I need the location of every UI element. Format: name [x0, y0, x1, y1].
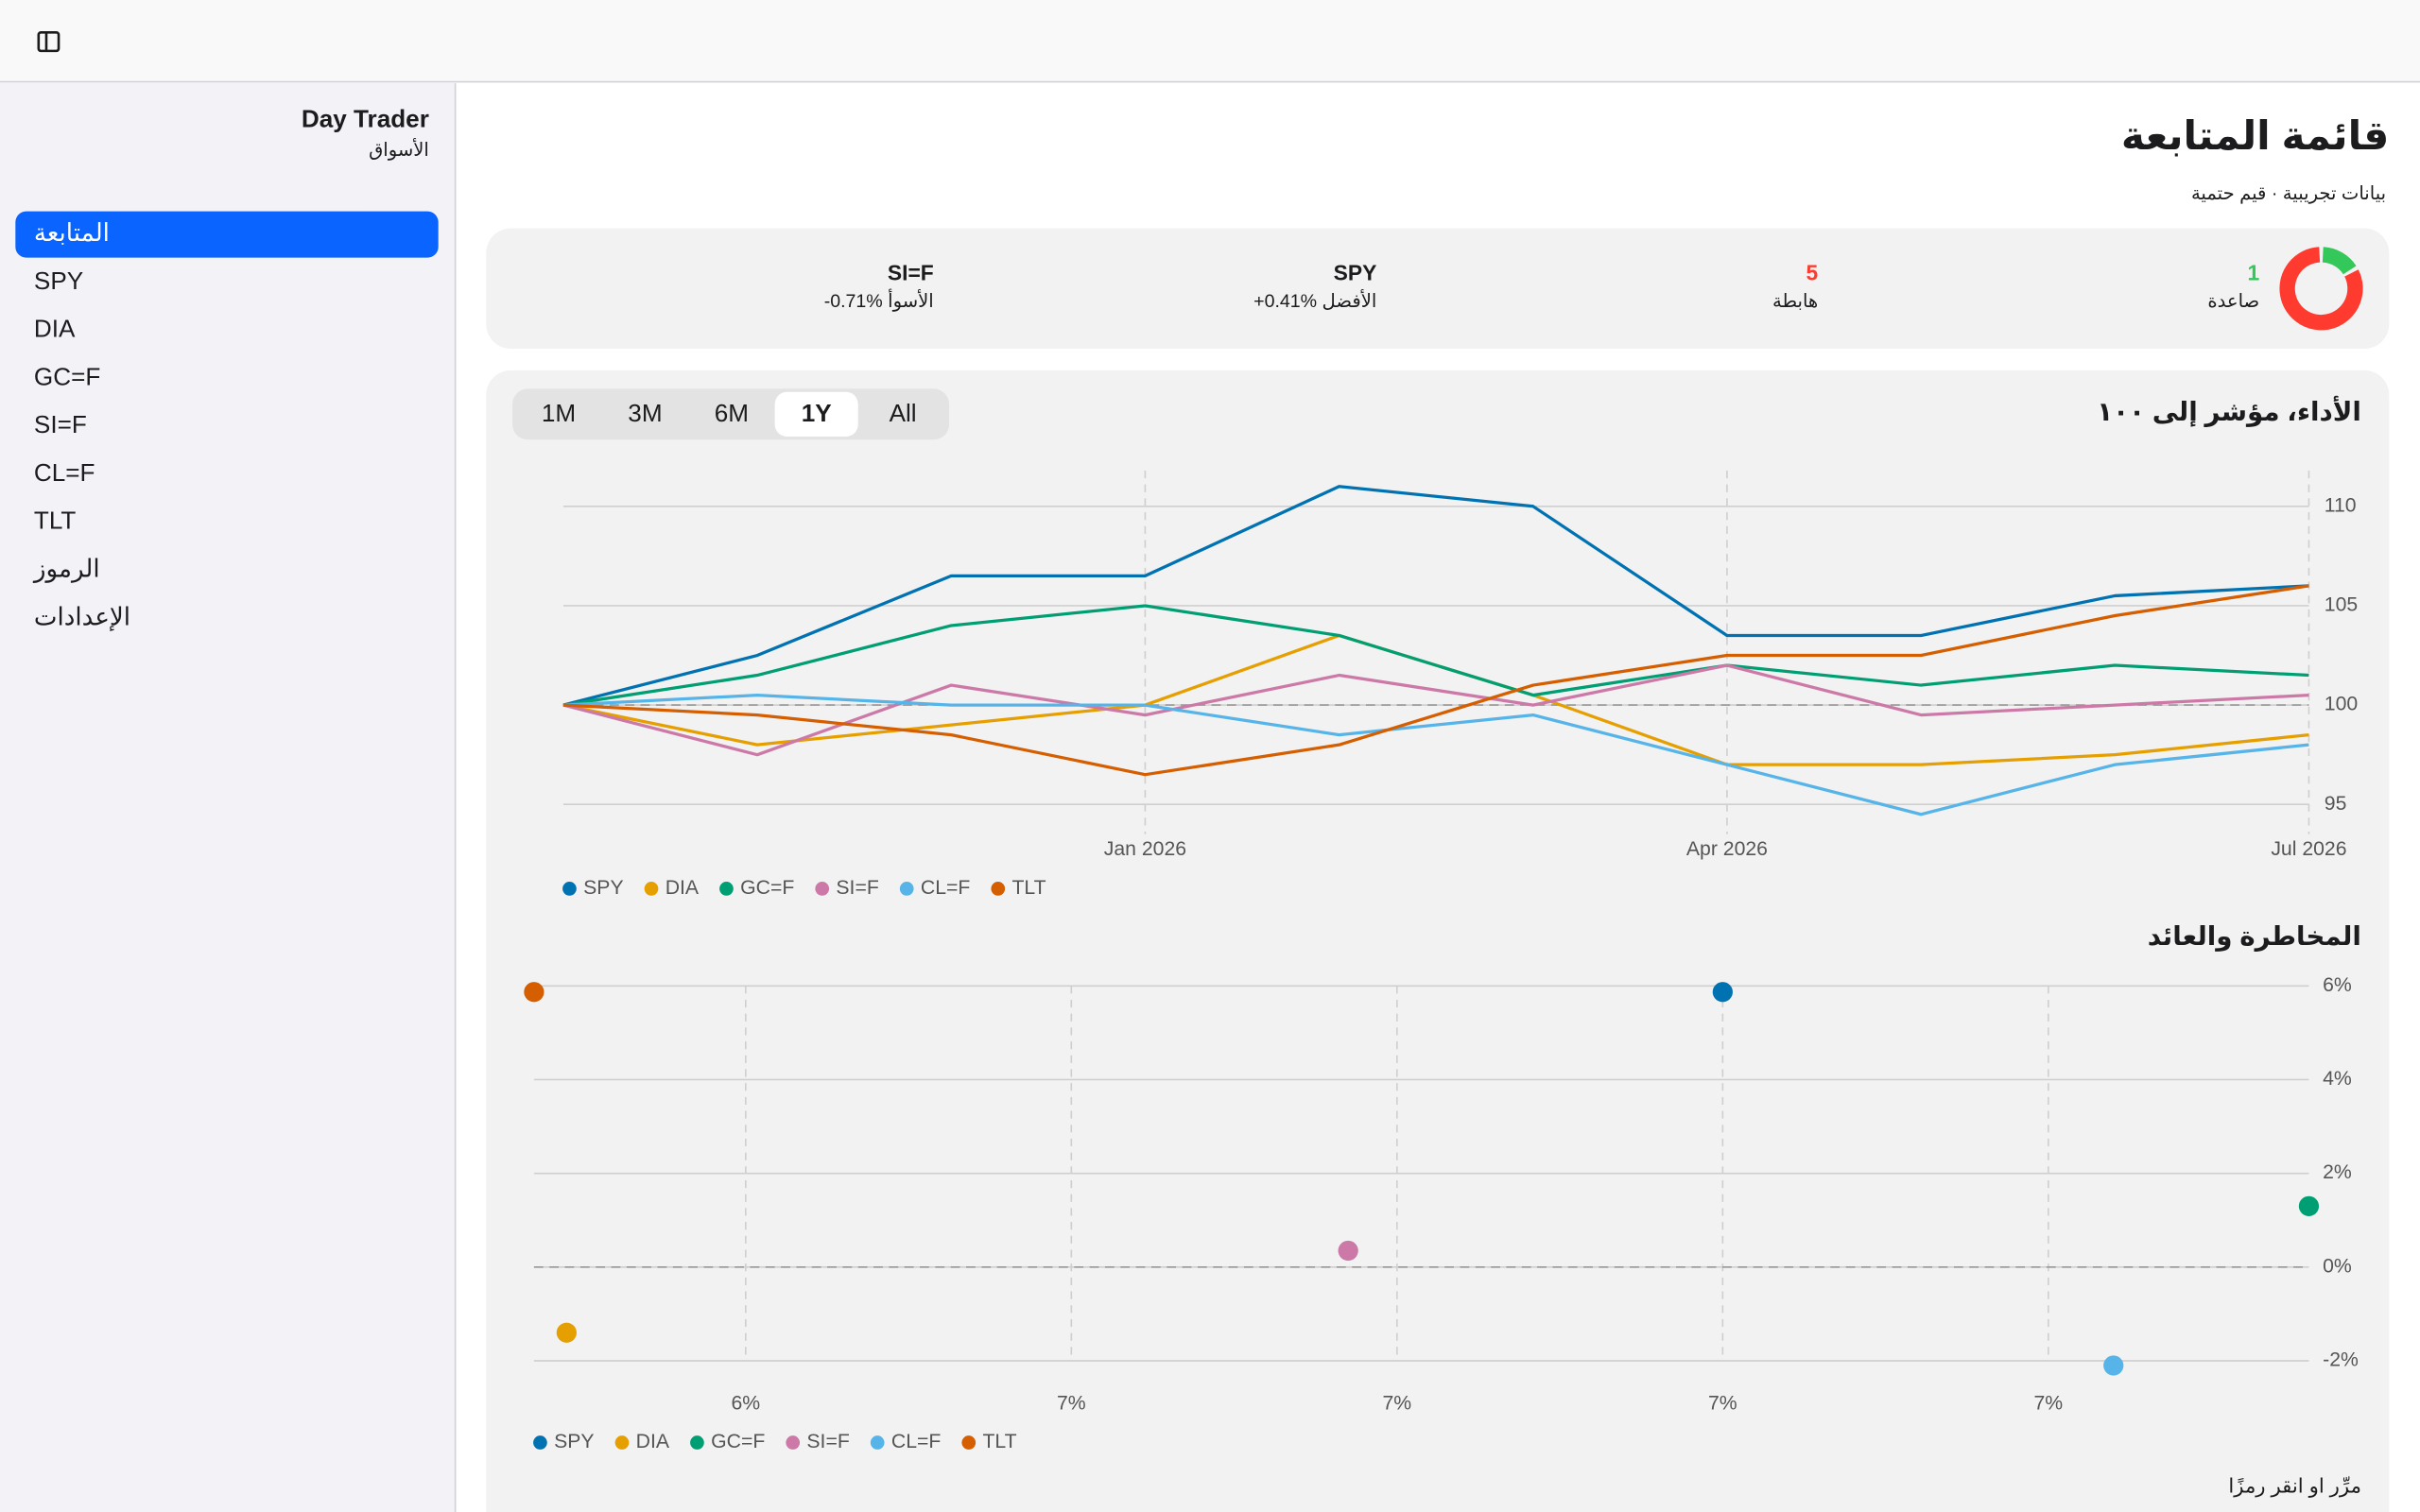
x-tick-label: 7%: [1382, 1392, 1411, 1414]
best-text: +0.41% الأفضل: [1253, 289, 1376, 312]
legend-label: TLT: [982, 1431, 1016, 1452]
down-count: 5: [1806, 261, 1819, 285]
sidebar-item[interactable]: GC=F: [34, 362, 100, 390]
sidebar: [0, 83, 456, 1512]
sidebar-toggle[interactable]: [37, 30, 60, 53]
sidebar-item[interactable]: الإعدادات: [34, 602, 130, 631]
scatter-point[interactable]: [1338, 1240, 1358, 1262]
series-line: [562, 693, 2309, 816]
series-line: [562, 485, 2309, 707]
legend-label: SI=F: [836, 877, 878, 899]
worst-text: -0.71% الأسوأ: [824, 288, 934, 312]
donut-up: [2322, 247, 2357, 275]
series-line: [562, 663, 2309, 757]
range-selected: [774, 391, 858, 438]
x-tick-label: 7%: [2034, 1392, 2064, 1414]
legend-swatch: [719, 882, 734, 896]
y-tick-label: 6%: [2323, 974, 2352, 996]
scatter-point[interactable]: [2103, 1355, 2124, 1376]
legend-label: GC=F: [740, 877, 794, 899]
y-tick-label: 2%: [2323, 1161, 2352, 1183]
legend-label: CL=F: [891, 1431, 942, 1452]
top-bar: [0, 0, 2420, 82]
chart-title: الأداء، مؤشر إلى ١٠٠: [2097, 395, 2361, 428]
legend-swatch: [899, 882, 914, 896]
up-label: صاعدة: [2207, 291, 2259, 312]
summary-card: [486, 228, 2390, 349]
page-title: قائمة المتابعة: [2121, 113, 2389, 158]
range-button[interactable]: 3M: [628, 399, 662, 427]
chart-title: المخاطرة والعائد: [2148, 921, 2361, 952]
best-symbol: SPY: [1334, 261, 1377, 285]
y-tick-label: 105: [2325, 594, 2358, 616]
x-tick-label: 7%: [1708, 1392, 1737, 1414]
hint: مرِّر او انقر رمزًا: [2228, 1475, 2361, 1497]
sidebar-item[interactable]: المتابعة: [34, 218, 110, 247]
range-button[interactable]: All: [890, 399, 917, 427]
legend-label: CL=F: [921, 877, 971, 899]
x-tick-label: Jan 2026: [1104, 838, 1186, 860]
sidebar-item[interactable]: الرموز: [32, 554, 100, 583]
range-button[interactable]: 6M: [715, 399, 749, 427]
legend-swatch: [614, 1435, 630, 1450]
y-tick-label: 95: [2325, 793, 2347, 815]
legend-swatch: [991, 882, 1006, 896]
sidebar-subtitle: الأسواق: [369, 138, 429, 161]
sidebar-active: [15, 211, 439, 258]
series-line: [562, 604, 2309, 707]
legend-label: DIA: [636, 1431, 670, 1452]
sidebar-item[interactable]: DIA: [34, 315, 76, 343]
legend-swatch: [533, 1435, 547, 1450]
legend-swatch: [690, 1435, 704, 1450]
scatter-point[interactable]: [524, 982, 544, 1003]
legend-swatch: [815, 882, 830, 896]
legend-swatch: [961, 1435, 977, 1450]
legend-label: SPY: [554, 1431, 594, 1452]
x-tick-label: Jul 2026: [2271, 838, 2346, 860]
charts-card: [486, 369, 2390, 1512]
x-tick-label: 6%: [731, 1392, 760, 1414]
legend-swatch: [870, 1435, 885, 1450]
legend-swatch: [562, 882, 577, 896]
sidebar-item[interactable]: SI=F: [34, 410, 87, 438]
scatter-point[interactable]: [556, 1322, 577, 1343]
legend-label: DIA: [666, 877, 700, 899]
y-tick-label: -2%: [2323, 1349, 2359, 1371]
scatter-point[interactable]: [2298, 1195, 2320, 1216]
toggle-frame: [37, 30, 60, 53]
x-tick-label: Apr 2026: [1686, 838, 1768, 860]
legend-label: SPY: [583, 877, 623, 899]
worst-symbol: SI=F: [888, 261, 934, 285]
sidebar-item[interactable]: TLT: [34, 507, 77, 535]
donut-down: [2279, 247, 2363, 331]
y-tick-label: 4%: [2323, 1068, 2352, 1090]
up-count: 1: [2247, 261, 2259, 285]
y-tick-label: 100: [2325, 694, 2358, 715]
series-line: [562, 584, 2309, 777]
y-tick-label: 0%: [2323, 1255, 2352, 1277]
range-button[interactable]: 1M: [542, 399, 576, 427]
legend-label: TLT: [1011, 877, 1046, 899]
scatter-point[interactable]: [1712, 982, 1733, 1003]
y-tick-label: 110: [2325, 494, 2357, 516]
x-tick-label: 7%: [1057, 1392, 1086, 1414]
sidebar-item[interactable]: CL=F: [34, 458, 95, 487]
legend-label: GC=F: [711, 1431, 765, 1452]
legend-swatch: [644, 882, 659, 896]
sidebar-title: Day Trader: [302, 104, 429, 132]
sidebar-item[interactable]: SPY: [34, 266, 83, 295]
down-label: هابطة: [1772, 291, 1818, 312]
page-subtitle: بيانات تجريبية · قيم حتمية: [2191, 183, 2386, 204]
range-button[interactable]: 1Y: [802, 399, 832, 427]
legend-swatch: [786, 1435, 801, 1450]
legend-label: SI=F: [806, 1431, 849, 1452]
